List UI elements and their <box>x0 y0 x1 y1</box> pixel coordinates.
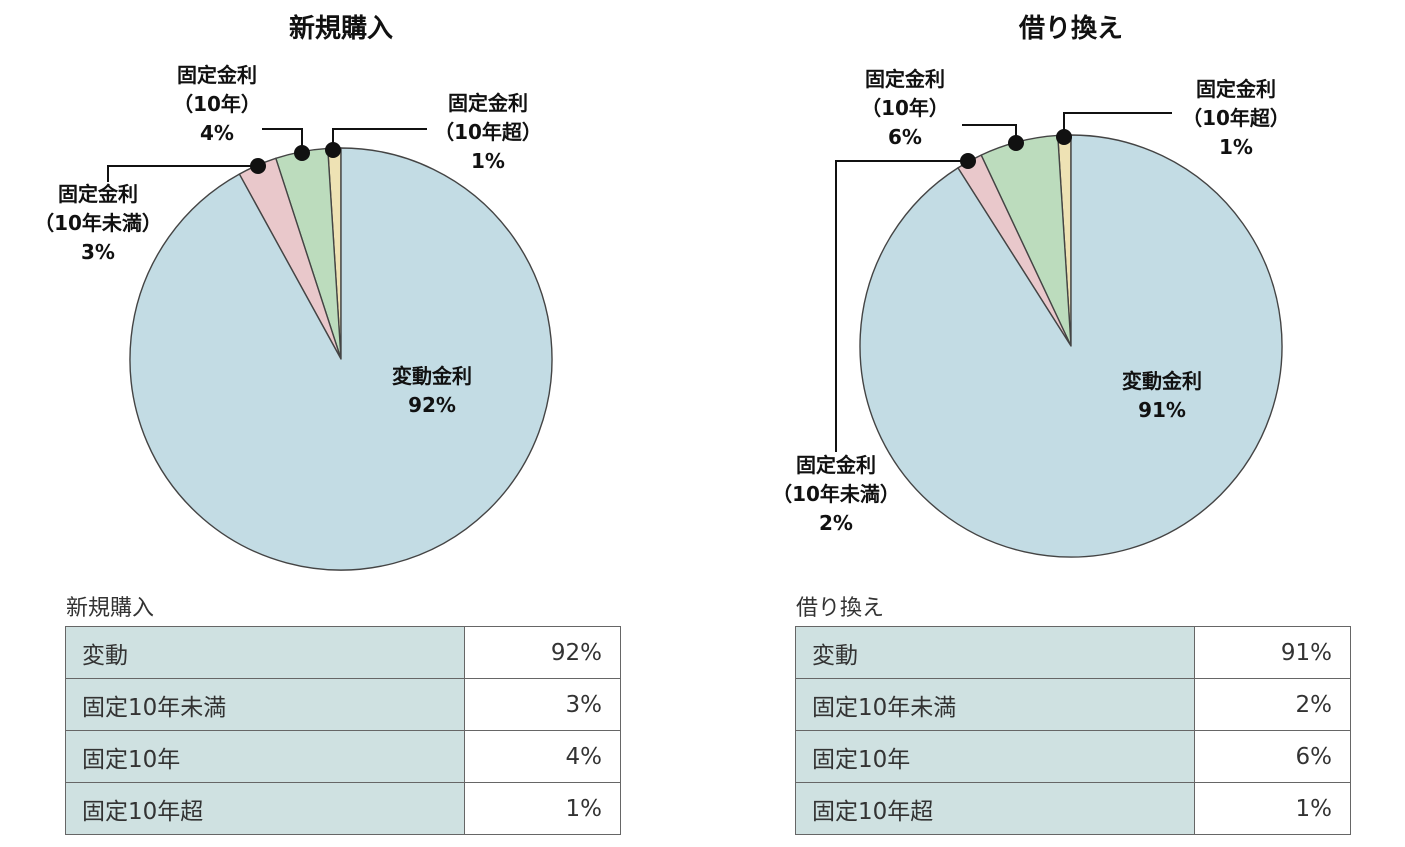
row-value: 4% <box>464 730 621 783</box>
leader-dot <box>1056 129 1072 145</box>
slice-label-line: 固定金利 <box>865 67 945 91</box>
row-label: 変動 <box>65 626 465 679</box>
slice-label-line: （10年未満） <box>34 211 162 235</box>
table-row: 変動 92% <box>65 626 621 679</box>
leader-dot <box>250 158 266 174</box>
slice-label-fixed-10: 固定金利 （10年） 6% <box>861 67 949 149</box>
slice-label-line: （10年超） <box>1182 106 1290 130</box>
chart-title: 借り換え <box>1018 14 1123 44</box>
table-caption-new-purchase: 新規購入 <box>66 596 155 621</box>
table-caption-refinance: 借り換え <box>796 596 885 621</box>
slice-label-line: 1% <box>471 149 505 173</box>
row-value: 1% <box>1194 782 1351 835</box>
slice-label-line: （10年） <box>173 92 261 116</box>
row-value: 2% <box>1194 678 1351 731</box>
slice-label-variable: 変動金利 92% <box>392 364 472 417</box>
slice-label-line: 1% <box>1219 135 1253 159</box>
row-label: 固定10年超 <box>795 782 1195 835</box>
slice-label-line: （10年超） <box>434 120 542 144</box>
table-row: 固定10年 4% <box>65 730 621 783</box>
leader-line <box>835 160 968 452</box>
slice-label-line: 固定金利 <box>796 453 876 477</box>
slice-label-line: 4% <box>200 121 234 145</box>
leader-dot <box>325 142 341 158</box>
leader-dot <box>294 145 310 161</box>
row-value: 6% <box>1194 730 1351 783</box>
slice-label-line: 2% <box>819 511 853 535</box>
leader-dot <box>1008 135 1024 151</box>
row-value: 92% <box>464 626 621 679</box>
row-label: 固定10年超 <box>65 782 465 835</box>
leader-dot <box>960 153 976 169</box>
slice-label-fixed-over10: 固定金利 （10年超） 1% <box>1182 77 1290 159</box>
slice-label-line: 変動金利 <box>392 364 472 388</box>
slice-label-fixed-over10: 固定金利 （10年超） 1% <box>434 91 542 173</box>
slice-label-line: 固定金利 <box>177 63 257 87</box>
leader-line <box>962 124 1017 143</box>
row-label: 固定10年 <box>65 730 465 783</box>
chart-title: 新規購入 <box>289 13 393 44</box>
table-refinance: 変動 91% 固定10年未満 2% 固定10年 6% 固定10年超 1% <box>795 626 1351 835</box>
leader-line <box>107 165 258 182</box>
slice-label-line: 固定金利 <box>58 182 138 206</box>
table-row: 変動 91% <box>795 626 1351 679</box>
table-row: 固定10年超 1% <box>795 782 1351 835</box>
pie-slice-variable <box>129 147 553 571</box>
row-label: 固定10年未満 <box>65 678 465 731</box>
slice-label-variable: 変動金利 91% <box>1122 369 1202 422</box>
slice-label-line: 6% <box>888 125 922 149</box>
row-value: 3% <box>464 678 621 731</box>
slice-label-line: 3% <box>81 240 115 264</box>
row-label: 固定10年 <box>795 730 1195 783</box>
slice-label-fixed-under10: 固定金利 （10年未満） 3% <box>34 182 162 264</box>
table-row: 固定10年未満 2% <box>795 678 1351 731</box>
slice-label-line: 変動金利 <box>1122 369 1202 393</box>
slice-label-fixed-10: 固定金利 （10年） 4% <box>173 63 261 145</box>
slice-label-line: 固定金利 <box>448 91 528 115</box>
row-label: 固定10年未満 <box>795 678 1195 731</box>
leader-line <box>1063 112 1172 137</box>
row-label: 変動 <box>795 626 1195 679</box>
table-new-purchase: 変動 92% 固定10年未満 3% 固定10年 4% 固定10年超 1% <box>65 626 621 835</box>
slice-label-line: 固定金利 <box>1196 77 1276 101</box>
row-value: 1% <box>464 782 621 835</box>
table-row: 固定10年超 1% <box>65 782 621 835</box>
leader-line <box>332 128 427 150</box>
table-row: 固定10年未満 3% <box>65 678 621 731</box>
table-row: 固定10年 6% <box>795 730 1351 783</box>
row-value: 91% <box>1194 626 1351 679</box>
pie-slice-variable <box>859 134 1283 558</box>
slice-label-fixed-under10: 固定金利 （10年未満） 2% <box>772 453 900 535</box>
slice-label-line: 91% <box>1138 398 1186 422</box>
slice-label-line: （10年） <box>861 96 949 120</box>
slice-label-line: 92% <box>408 393 456 417</box>
slice-label-line: （10年未満） <box>772 482 900 506</box>
